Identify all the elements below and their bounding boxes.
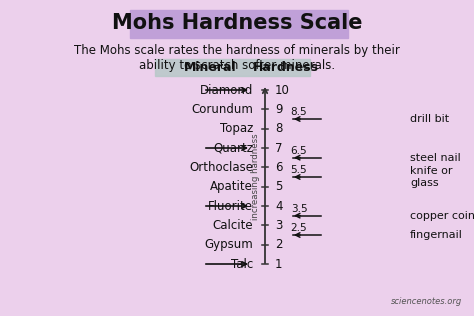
- Text: 2.5: 2.5: [291, 223, 307, 233]
- Bar: [155, 59, 310, 76]
- Text: Quartz: Quartz: [213, 142, 253, 155]
- Text: fingernail: fingernail: [410, 230, 463, 240]
- Text: Calcite: Calcite: [212, 219, 253, 232]
- Text: knife or
glass: knife or glass: [410, 166, 453, 188]
- Text: 5.5: 5.5: [291, 165, 307, 175]
- Text: 6.5: 6.5: [291, 146, 307, 156]
- Bar: [130, 10, 348, 38]
- Text: Corundum: Corundum: [191, 103, 253, 116]
- Text: 1: 1: [275, 258, 283, 270]
- Text: 7: 7: [275, 142, 283, 155]
- Text: Fluorite: Fluorite: [208, 199, 253, 212]
- Text: Gypsum: Gypsum: [204, 238, 253, 251]
- Text: 3: 3: [275, 219, 283, 232]
- Text: 8.5: 8.5: [291, 107, 307, 117]
- Text: drill bit: drill bit: [410, 114, 449, 124]
- Text: Mohs Hardness Scale: Mohs Hardness Scale: [112, 13, 362, 33]
- Text: 3.5: 3.5: [291, 204, 307, 214]
- Text: 5: 5: [275, 180, 283, 193]
- Text: Talc: Talc: [231, 258, 253, 270]
- Text: Hardness: Hardness: [253, 61, 319, 74]
- Text: sciencenotes.org: sciencenotes.org: [391, 297, 462, 306]
- Text: Orthoclase: Orthoclase: [189, 161, 253, 174]
- Text: Topaz: Topaz: [219, 122, 253, 135]
- Text: 8: 8: [275, 122, 283, 135]
- Text: copper coin: copper coin: [410, 211, 474, 221]
- Text: steel nail: steel nail: [410, 153, 461, 163]
- Text: Mineral: Mineral: [184, 61, 237, 74]
- Text: 9: 9: [275, 103, 283, 116]
- Text: Apatite: Apatite: [210, 180, 253, 193]
- Text: increasing hardness: increasing hardness: [252, 134, 261, 220]
- Text: 6: 6: [275, 161, 283, 174]
- Text: The Mohs scale rates the hardness of minerals by their
ability to scratch softer: The Mohs scale rates the hardness of min…: [74, 44, 400, 72]
- Text: 10: 10: [275, 83, 290, 96]
- Text: 2: 2: [275, 238, 283, 251]
- Text: 4: 4: [275, 199, 283, 212]
- Text: Diamond: Diamond: [200, 83, 253, 96]
